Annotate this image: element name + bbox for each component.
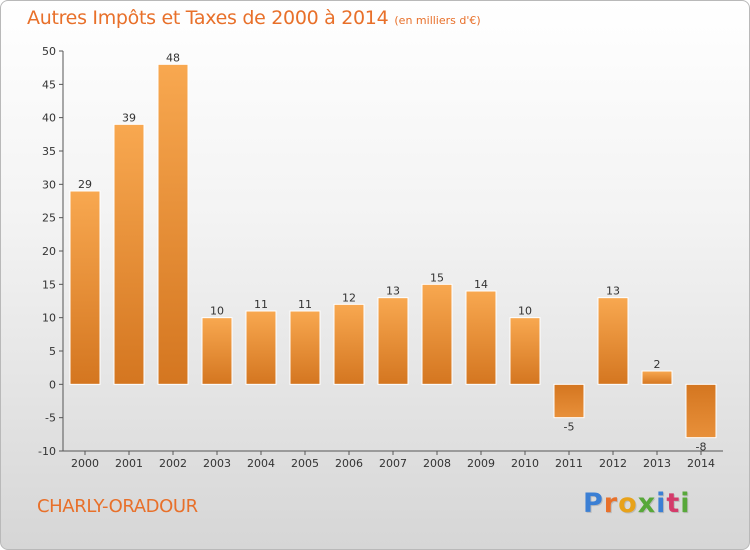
- x-tick-label-2002: 2002: [159, 457, 187, 470]
- proxiti-logo: Proxiti: [583, 488, 691, 519]
- logo-letter-6: i: [680, 488, 691, 519]
- bars: [69, 63, 717, 439]
- data-label-2000: 29: [78, 178, 92, 191]
- data-label-2013: 2: [654, 358, 661, 371]
- x-tick-label-2004: 2004: [247, 457, 275, 470]
- x-axis: 2000 2001 2002 2003 2004 2005 2006 2007 2008 2009…: [63, 450, 723, 470]
- y-tick-label: 20: [42, 245, 56, 258]
- logo-letter-3: x: [637, 488, 657, 519]
- chart-subtitle: (en milliers d'€): [394, 14, 481, 27]
- x-tick-label-2011: 2011: [555, 457, 583, 470]
- y-tick-label: 30: [42, 178, 56, 191]
- bar-2010: [509, 317, 541, 385]
- y-tick-label: 45: [42, 78, 56, 91]
- data-labels: 29 39 48 10 11 11 12 13 15 14 10 -5 13 2 -8: [78, 51, 706, 453]
- data-label-2011: -5: [564, 421, 575, 434]
- bar-2009: [465, 290, 497, 385]
- y-tick-label: 25: [42, 212, 56, 225]
- logo-letter-2: o: [618, 488, 638, 519]
- bar-2013: [641, 370, 673, 385]
- y-tick-label: 15: [42, 278, 56, 291]
- data-label-2006: 12: [342, 291, 356, 304]
- x-tick-label-2005: 2005: [291, 457, 319, 470]
- chart-title: Autres Impôts et Taxes de 2000 à 2014: [27, 7, 389, 29]
- x-tick-label-2000: 2000: [71, 457, 99, 470]
- data-label-2005: 11: [298, 298, 312, 311]
- y-tick-label: 0: [49, 378, 56, 391]
- y-tick-label: 40: [42, 112, 56, 125]
- data-label-2002: 48: [166, 51, 180, 64]
- data-label-2014: -8: [696, 441, 707, 454]
- x-tick-label-2014: 2014: [687, 457, 715, 470]
- data-label-2009: 14: [474, 278, 488, 291]
- x-tick-label-2010: 2010: [511, 457, 539, 470]
- bar-2003: [201, 317, 233, 385]
- x-tick-label-2001: 2001: [115, 457, 143, 470]
- bar-2008: [421, 283, 453, 385]
- data-label-2003: 10: [210, 305, 224, 318]
- logo-letter-1: r: [603, 488, 619, 519]
- y-tick-label: 50: [42, 45, 56, 58]
- data-label-2004: 11: [254, 298, 268, 311]
- data-label-2007: 13: [386, 285, 400, 298]
- bar-2001: [113, 123, 145, 385]
- bar-2005: [289, 310, 321, 385]
- x-tick-label-2007: 2007: [379, 457, 407, 470]
- data-label-2008: 15: [430, 271, 444, 284]
- logo-letter-4: i: [656, 488, 667, 519]
- data-label-2001: 39: [122, 111, 136, 124]
- bar-2014: [685, 383, 717, 439]
- bar-2002: [157, 63, 189, 385]
- y-tick-label: 10: [42, 312, 56, 325]
- x-tick-label-2006: 2006: [335, 457, 363, 470]
- title-block: Autres Impôts et Taxes de 2000 à 2014 (en…: [27, 7, 481, 29]
- data-label-2012: 13: [606, 285, 620, 298]
- bar-2000: [69, 190, 101, 385]
- x-tick-label-2003: 2003: [203, 457, 231, 470]
- bar-2011: [553, 383, 585, 419]
- y-tick-label: -5: [45, 412, 56, 425]
- x-tick-label-2008: 2008: [423, 457, 451, 470]
- x-tick-label-2013: 2013: [643, 457, 671, 470]
- logo-letter-5: t: [666, 488, 681, 519]
- bar-2007: [377, 297, 409, 385]
- x-tick-label-2012: 2012: [599, 457, 627, 470]
- bar-2012: [597, 297, 629, 385]
- commune-name: CHARLY-ORADOUR: [37, 496, 198, 517]
- bar-2004: [245, 310, 277, 385]
- data-label-2010: 10: [518, 305, 532, 318]
- x-tick-label-2009: 2009: [467, 457, 495, 470]
- logo-letter-0: P: [583, 488, 604, 519]
- y-tick-label: -10: [38, 445, 56, 458]
- y-tick-label: 5: [49, 345, 56, 358]
- y-tick-label: 35: [42, 145, 56, 158]
- y-axis: -10 -5 0 5 10 15 20 25 30 35 40 45 50: [38, 45, 64, 458]
- bar-2006: [333, 303, 365, 385]
